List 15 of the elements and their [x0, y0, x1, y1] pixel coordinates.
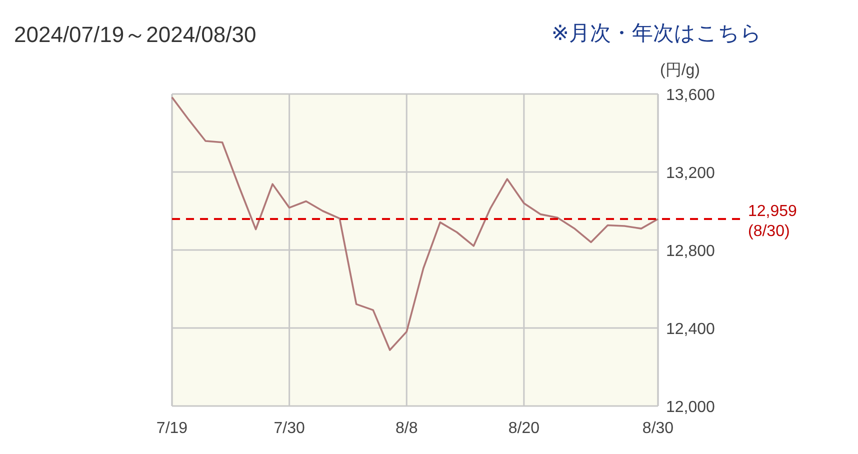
y-tick-label: 13,600	[666, 87, 716, 104]
y-tick-label: 12,000	[666, 399, 716, 416]
x-tick-label: 8/20	[508, 420, 540, 437]
y-tick-label: 12,400	[666, 321, 716, 338]
line-series	[171, 96, 659, 351]
y-axis-title: (円/g)	[660, 62, 700, 79]
x-tick-label: 8/30	[642, 420, 674, 437]
y-tick-label: 12,800	[666, 243, 716, 260]
y-tick-label: 13,200	[666, 165, 716, 182]
x-tick-label: 8/8	[395, 420, 418, 437]
x-tick-label: 7/19	[156, 420, 188, 437]
ref-line-label: 12,959 (8/30)	[748, 202, 798, 240]
text: ※月次・年次はこちら	[551, 22, 762, 45]
chart-title: 2024/07/19～2024/08/30	[14, 22, 256, 47]
x-tick-label: 7/30	[274, 420, 305, 437]
